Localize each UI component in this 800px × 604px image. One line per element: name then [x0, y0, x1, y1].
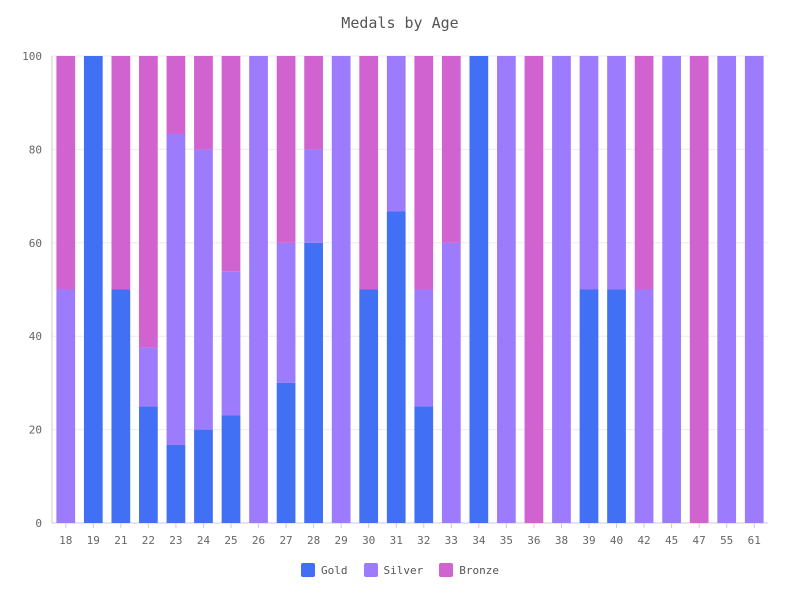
bar-silver: [634, 289, 654, 523]
bar-gold: [469, 56, 489, 523]
legend-swatch: [301, 563, 315, 577]
bar-silver: [56, 289, 76, 523]
bar-silver: [276, 242, 296, 383]
bar-bronze: [524, 56, 544, 523]
legend-item-bronze[interactable]: Bronze: [439, 563, 499, 577]
bar-bronze: [221, 56, 241, 272]
bar-silver: [744, 56, 764, 523]
bar-silver: [579, 56, 599, 290]
x-tick-label: 61: [748, 534, 761, 547]
chart-title: Medals by Age: [341, 14, 459, 32]
x-tick-label: 26: [252, 534, 265, 547]
bar-gold: [607, 289, 626, 523]
bar-gold: [276, 382, 296, 523]
bar-silver: [441, 242, 461, 524]
bar-gold: [166, 445, 186, 523]
x-tick-label: 36: [527, 534, 540, 547]
bar-bronze: [359, 56, 379, 290]
x-tick-label: 30: [362, 534, 375, 547]
legend: Gold Silver Bronze: [0, 563, 800, 577]
y-tick-label: 80: [29, 143, 42, 156]
x-tick-label: 38: [555, 534, 568, 547]
x-tick-label: 40: [610, 534, 623, 547]
bar-silver: [552, 56, 571, 523]
x-tick-label: 47: [693, 534, 706, 547]
x-tick-label: 31: [390, 534, 403, 547]
x-tick-label: 24: [197, 534, 211, 547]
y-tick-label: 60: [29, 237, 42, 250]
bar-gold: [194, 429, 213, 523]
bar-silver: [249, 56, 268, 523]
x-tick-label: 42: [637, 534, 650, 547]
legend-item-gold[interactable]: Gold: [301, 563, 348, 577]
x-tick-label: 29: [335, 534, 348, 547]
bar-bronze: [166, 56, 186, 134]
x-tick-label: 32: [417, 534, 430, 547]
bar-bronze: [414, 56, 434, 290]
x-tick-label: 35: [500, 534, 513, 547]
bar-gold: [579, 289, 599, 523]
x-tick-label: 21: [114, 534, 127, 547]
bar-silver: [662, 56, 681, 523]
bar-bronze: [441, 56, 461, 243]
bar-gold: [139, 406, 158, 523]
x-tick-label: 22: [142, 534, 155, 547]
x-tick-label: 27: [279, 534, 292, 547]
bar-bronze: [634, 56, 654, 290]
x-tick-label: 45: [665, 534, 678, 547]
y-tick-label: 20: [29, 424, 42, 437]
bar-silver: [139, 347, 158, 407]
bar-bronze: [111, 56, 131, 290]
x-tick-label: 33: [445, 534, 458, 547]
bar-bronze: [689, 56, 709, 523]
bar-gold: [221, 415, 241, 523]
bar-silver: [221, 271, 241, 416]
bar-silver: [194, 149, 213, 430]
x-tick-label: 18: [59, 534, 72, 547]
legend-swatch: [363, 563, 378, 577]
bar-gold: [304, 242, 323, 524]
bar-silver: [331, 56, 351, 523]
bar-bronze: [139, 56, 158, 348]
legend-label: Gold: [321, 563, 348, 577]
bar-bronze: [194, 56, 213, 150]
x-tick-label: 28: [307, 534, 320, 547]
bar-gold: [111, 289, 131, 523]
bar-silver: [386, 56, 406, 212]
bar-gold: [359, 289, 379, 523]
bar-bronze: [276, 56, 296, 243]
x-tick-label: 23: [169, 534, 182, 547]
bar-silver: [166, 133, 186, 446]
bar-gold: [414, 406, 434, 523]
bar-silver: [497, 56, 516, 523]
x-tick-label: 39: [582, 534, 595, 547]
legend-label: Bronze: [459, 563, 499, 577]
x-tick-label: 55: [720, 534, 733, 547]
y-tick-label: 100: [22, 50, 42, 63]
bar-silver: [414, 289, 434, 407]
bar-gold: [386, 211, 406, 524]
x-tick-label: 34: [472, 534, 486, 547]
bar-silver: [717, 56, 737, 523]
bar-gold: [83, 56, 103, 523]
bar-bronze: [56, 56, 76, 290]
x-tick-label: 25: [224, 534, 237, 547]
y-tick-label: 0: [35, 517, 42, 530]
legend-label: Silver: [383, 563, 424, 577]
y-tick-label: 40: [29, 330, 42, 343]
x-tick-label: 19: [87, 534, 100, 547]
bar-bronze: [304, 56, 323, 150]
legend-swatch: [439, 563, 454, 577]
bar-silver: [607, 56, 626, 290]
bar-silver: [304, 149, 323, 243]
legend-item-silver[interactable]: Silver: [363, 563, 424, 577]
